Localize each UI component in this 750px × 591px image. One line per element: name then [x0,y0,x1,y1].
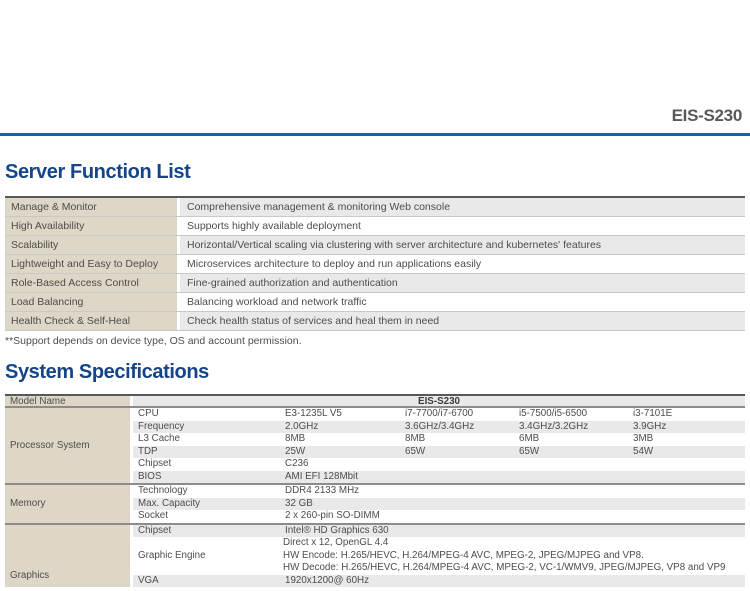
spec-value: E3-1235L V5 [285,408,342,419]
spec-attr: Max. Capacity [138,497,201,509]
spec-group-graphics: Graphics Chipset Intel® HD Graphics 630 … [5,524,745,587]
spec-category-label: Model Name [5,396,133,406]
section-title-system-specs: System Specifications [5,361,209,383]
spec-value-multiline: Direct x 12, OpenGL 4.4 HW Encode: H.265… [283,537,745,575]
spec-row: BIOS AMI EFI 128Mbit [133,470,745,483]
function-list-table: Manage & Monitor Comprehensive managemen… [5,196,745,331]
spec-value-line: Direct x 12, OpenGL 4.4 [283,537,389,548]
spec-value: 65W [405,445,426,457]
function-name: Health Check & Self-Heal [5,312,180,330]
spec-group-rows: Chipset Intel® HD Graphics 630 Graphic E… [133,524,745,587]
spec-row: Chipset C236 [133,458,745,471]
spec-category-label: Processor System [5,408,133,483]
spec-value: i7-7700/i7-6700 [405,408,474,419]
spec-value: DDR4 2133 MHz [285,485,360,496]
function-name: Lightweight and Easy to Deploy [5,255,180,273]
spec-attr: VGA [138,574,159,586]
spec-value: Intel® HD Graphics 630 [285,524,389,536]
table-row: Health Check & Self-Heal Check health st… [5,312,745,331]
spec-value-line: HW Decode: H.265/HEVC, H.264/MPEG-4 AVC,… [283,562,726,573]
spec-value: 3MB [633,433,654,444]
spec-value: 3.9GHz [633,420,667,432]
spec-value: 3.6GHz/3.4GHz [405,420,475,432]
spec-row: Max. Capacity 32 GB [133,497,745,510]
function-description: Check health status of services and heal… [180,312,745,330]
spec-value: i5-7500/i5-6500 [519,408,588,419]
function-description: Supports highly available deployment [187,220,361,232]
spec-attr: Frequency [138,420,185,432]
spec-attr: Chipset [138,458,172,469]
spec-row: Technology DDR4 2133 MHz [133,485,745,498]
spec-row: TDP 25W 65W 65W 54W [133,445,745,458]
spec-row: Frequency 2.0GHz 3.6GHz/3.4GHz 3.4GHz/3.… [133,420,745,433]
spec-value: 8MB [285,433,306,444]
spec-attr: Graphic Engine [138,549,206,561]
spec-value-line: HW Encode: H.265/HEVC, H.264/MPEG-4 AVC,… [283,549,644,561]
spec-attr: L3 Cache [138,433,180,444]
spec-attr: CPU [138,408,159,419]
spec-value: i3-7101E [633,408,673,419]
function-name: Load Balancing [5,293,180,311]
spec-value: 2.0GHz [285,420,319,432]
function-description: Microservices architecture to deploy and… [187,258,482,270]
spec-attr: TDP [138,445,158,457]
spec-value: 54W [633,445,654,457]
spec-value: 32 GB [285,497,313,509]
table-row: Role-Based Access Control Fine-grained a… [5,274,745,293]
table-row: Load Balancing Balancing workload and ne… [5,293,745,312]
function-description: Horizontal/Vertical scaling via clusteri… [180,236,745,254]
function-name: Role-Based Access Control [5,274,180,292]
spec-group-rows: CPU E3-1235L V5 i7-7700/i7-6700 i5-7500/… [133,408,745,483]
spec-value: 2 x 260-pin SO-DIMM [285,510,380,521]
table-row: Lightweight and Easy to Deploy Microserv… [5,255,745,274]
section-title-function-list: Server Function List [5,161,191,183]
spec-row: CPU E3-1235L V5 i7-7700/i7-6700 i5-7500/… [133,408,745,421]
function-description: Fine-grained authorization and authentic… [180,274,745,292]
spec-group-processor-system: Processor System CPU E3-1235L V5 i7-7700… [5,408,745,485]
function-description: Comprehensive management & monitoring We… [180,198,745,216]
spec-attr: Chipset [138,524,172,536]
spec-row: VGA 1920x1200@ 60Hz [133,574,745,587]
function-name: Manage & Monitor [5,198,180,216]
page-header: EIS-S230 [0,0,750,133]
spec-value: 25W [285,445,306,457]
spec-value: C236 [285,458,309,469]
function-description: Balancing workload and network traffic [187,296,367,308]
spec-category-label: Memory [5,485,133,523]
table-row: Scalability Horizontal/Vertical scaling … [5,236,745,255]
spec-model-row: Model Name EIS-S230 [5,396,745,408]
table-row: High Availability Supports highly availa… [5,217,745,236]
spec-attr: Technology [138,485,188,496]
spec-value: AMI EFI 128Mbit [285,470,358,482]
spec-model-value: EIS-S230 [133,396,745,407]
spec-row: Socket 2 x 260-pin SO-DIMM [133,510,745,523]
function-name: Scalability [5,236,180,254]
spec-value: 6MB [519,433,540,444]
spec-value: 65W [519,445,540,457]
spec-group-memory: Memory Technology DDR4 2133 MHz Max. Cap… [5,485,745,525]
table-row: Manage & Monitor Comprehensive managemen… [5,198,745,217]
spec-category-label: Graphics [5,524,133,587]
function-name: High Availability [5,217,180,235]
spec-value: 3.4GHz/3.2GHz [519,420,589,432]
product-model-title: EIS-S230 [671,106,743,125]
spec-group-rows: Technology DDR4 2133 MHz Max. Capacity 3… [133,485,745,523]
spec-attr: BIOS [138,470,162,482]
spec-row: Chipset Intel® HD Graphics 630 [133,524,745,537]
spec-row: Graphic Engine Direct x 12, OpenGL 4.4 H… [133,537,745,575]
spec-value: 1920x1200@ 60Hz [285,574,370,586]
support-footnote: **Support depends on device type, OS and… [5,335,302,347]
spec-value: 8MB [405,433,426,444]
system-specifications-table: Model Name EIS-S230 Processor System CPU… [5,394,745,587]
spec-attr: Socket [138,510,168,521]
spec-row: L3 Cache 8MB 8MB 6MB 3MB [133,433,745,446]
header-divider-rule [0,133,750,136]
